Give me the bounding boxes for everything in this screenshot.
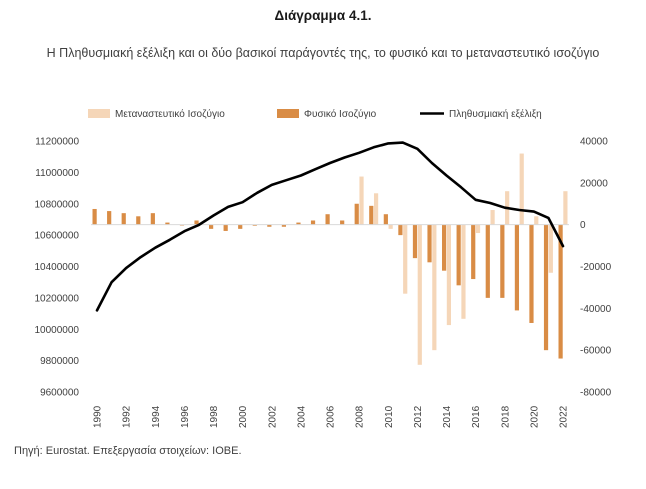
natural-bar: [354, 203, 359, 225]
natural-bar: [281, 224, 287, 227]
left-axis-tick-label: 9600000: [40, 388, 79, 399]
natural-bar: [471, 224, 476, 280]
migration-bar: [548, 224, 553, 273]
x-axis-tick-label: 2006: [326, 405, 337, 428]
natural-bar: [500, 224, 505, 298]
left-axis-tick-label: 10000000: [35, 325, 80, 336]
migration-bar: [446, 224, 451, 326]
x-axis-tick-label: 2022: [559, 405, 570, 428]
right-axis-tick-label: 0: [580, 220, 586, 231]
natural-bar: [238, 224, 243, 229]
migration-bar: [373, 193, 379, 225]
legend-swatch: [88, 109, 110, 118]
migration-bar: [403, 224, 408, 294]
legend-label: Μεταναστευτικό Ισοζύγιο: [115, 108, 225, 120]
population-chart: Μεταναστευτικό Ισοζύγιο Φυσικό Ισοζύγιο Πλ…: [35, 108, 612, 428]
natural-bar: [369, 205, 374, 225]
x-axis-tick-label: 2014: [442, 405, 453, 428]
left-axis-tick-label: 10400000: [35, 262, 80, 273]
x-axis-tick-label: 1992: [122, 405, 133, 428]
natural-bar: [296, 222, 301, 225]
natural-bar: [252, 224, 257, 226]
natural-bar: [558, 224, 563, 359]
natural-bar: [427, 224, 432, 263]
left-axis-tick-label: 10200000: [35, 293, 80, 304]
legend-label: Φυσικό Ισοζύγιο: [304, 108, 377, 120]
left-axis-tick-label: 9800000: [40, 356, 79, 367]
natural-bar: [340, 220, 345, 225]
x-axis-tick-label: 2010: [384, 405, 395, 428]
migration-bar: [432, 224, 437, 351]
natural-bar: [383, 214, 388, 225]
x-axis-tick-label: 1994: [151, 405, 162, 428]
natural-bar: [267, 224, 272, 227]
chart-title: Διάγραμμα 4.1.: [274, 8, 372, 23]
natural-bar: [514, 224, 520, 311]
x-axis-tick-label: 1998: [209, 405, 220, 428]
migration-bar: [563, 191, 568, 225]
chart-subtitle: Η Πληθυσμιακή εξέλιξη και οι δύο βασικοί…: [46, 46, 600, 60]
x-axis-tick-label: 1990: [93, 405, 104, 428]
natural-bar: [485, 224, 490, 298]
x-axis-tick-label: 2002: [267, 405, 278, 428]
left-axis-tick-label: 10800000: [35, 199, 80, 210]
x-axis-tick-label: 2004: [296, 405, 307, 428]
x-axis-tick-label: 2000: [238, 405, 249, 428]
natural-bar: [194, 220, 199, 225]
chart-legend: Μεταναστευτικό Ισοζύγιο Φυσικό Ισοζύγιο Πλ…: [88, 108, 542, 120]
natural-bar: [398, 224, 403, 236]
natural-balance-bars: [92, 203, 563, 359]
x-axis-tick-label: 2008: [355, 405, 366, 428]
natural-bar: [165, 222, 170, 225]
natural-bar: [310, 220, 316, 225]
x-axis-tick-label: 2020: [529, 405, 540, 428]
x-axis: 1990 1992 1994 1996 1998 2000 2002 2004 2006 2008…: [93, 405, 570, 428]
right-axis-tick-label: 20000: [580, 178, 608, 189]
natural-bar: [543, 224, 549, 351]
natural-bar: [121, 213, 126, 225]
migration-bar: [461, 224, 466, 319]
left-axis-tick-label: 11000000: [35, 168, 79, 179]
right-axis-tick-label: -20000: [580, 262, 612, 273]
legend-swatch: [277, 109, 299, 118]
migration-bar: [475, 224, 481, 234]
left-axis-tick-label: 11200000: [35, 137, 79, 148]
right-axis-tick-label: 40000: [580, 137, 608, 148]
right-y-axis: -80000 -60000 -40000 -20000 0 20000 40000: [580, 137, 612, 399]
right-axis-tick-label: -60000: [580, 346, 612, 357]
natural-bar: [442, 224, 447, 271]
natural-bar: [223, 224, 228, 231]
natural-bar: [150, 213, 155, 225]
migration-bar: [417, 224, 422, 365]
population-line: [95, 141, 565, 312]
migration-balance-bars: [359, 153, 568, 365]
migration-bar: [388, 224, 393, 229]
right-axis-tick-label: -80000: [580, 388, 612, 399]
x-axis-tick-label: 2016: [471, 405, 482, 428]
natural-bar: [92, 208, 97, 225]
population-line-path: [95, 141, 565, 312]
source-note: Πηγή: Eurostat. Επεξεργασία στοιχείων: Ι…: [14, 445, 242, 457]
right-axis-tick-label: -40000: [580, 304, 612, 315]
left-axis-tick-label: 10600000: [35, 231, 80, 242]
natural-bar: [107, 211, 112, 225]
natural-bar: [325, 214, 330, 225]
x-axis-tick-label: 2018: [500, 405, 511, 428]
natural-bar: [529, 224, 534, 323]
x-axis-tick-label: 2012: [413, 405, 424, 428]
natural-bar: [209, 224, 214, 229]
natural-bar: [412, 224, 418, 259]
legend-label: Πληθυσμιακή εξέλιξη: [449, 108, 542, 120]
natural-bar: [456, 224, 461, 286]
migration-bar: [490, 210, 495, 225]
migration-bar: [534, 216, 539, 225]
left-y-axis: 9600000 9800000 10000000 10200000 10400000 10…: [35, 137, 80, 399]
natural-bar: [136, 216, 141, 225]
migration-bar: [519, 153, 524, 225]
migration-bar: [359, 176, 364, 225]
x-axis-tick-label: 1996: [180, 405, 191, 428]
